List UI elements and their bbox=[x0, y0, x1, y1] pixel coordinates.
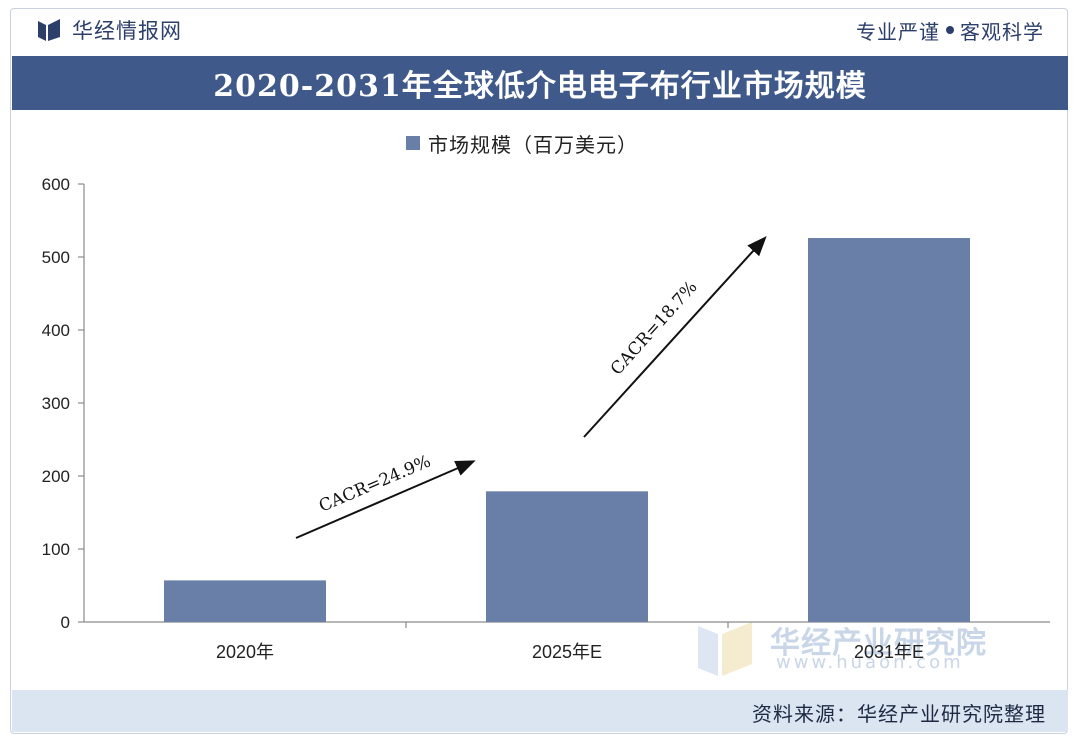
dot-separator-icon bbox=[946, 26, 954, 34]
bar bbox=[486, 491, 648, 622]
x-category-label: 2020年 bbox=[216, 642, 274, 662]
cagr-label-1: CACR=24.9% bbox=[316, 452, 434, 517]
brand-name: 华经情报网 bbox=[72, 19, 182, 43]
slogan-right: 客观科学 bbox=[960, 19, 1044, 44]
growth-arrow-1 bbox=[295, 460, 476, 539]
title-bar: 2020-2031年全球低介电电子布行业市场规模 bbox=[12, 56, 1068, 110]
watermark-logo: 华经产业研究院 www.huaon.com bbox=[690, 618, 1010, 678]
header-bar: 华经情报网 专业严谨 客观科学 bbox=[0, 0, 1080, 56]
chart-title: 2020-2031年全球低介电电子布行业市场规模 bbox=[213, 69, 867, 104]
legend-label: 市场规模（百万美元） bbox=[428, 132, 638, 157]
legend-swatch bbox=[406, 136, 420, 150]
watermark-url: www.huaon.com bbox=[776, 652, 964, 673]
growth-arrow-2 bbox=[583, 236, 767, 438]
y-ticks: 0 100 200 300 400 500 600 bbox=[42, 175, 84, 632]
y-tick-label: 0 bbox=[61, 613, 70, 632]
y-tick-label: 300 bbox=[42, 394, 70, 413]
brand: 华经情报网 bbox=[36, 16, 182, 44]
slogan-left: 专业严谨 bbox=[856, 19, 940, 44]
cagr-label-2: CACR=18.7% bbox=[607, 277, 702, 379]
slogan: 专业严谨 客观科学 bbox=[856, 16, 1044, 44]
legend: 市场规模（百万美元） bbox=[406, 128, 638, 158]
y-tick-label: 400 bbox=[42, 321, 70, 340]
x-category-label: 2031年E bbox=[854, 642, 924, 662]
bar bbox=[164, 580, 326, 622]
bars bbox=[164, 238, 970, 622]
x-categories: 2020年 2025年E 2031年E bbox=[216, 642, 924, 662]
watermark-logo-icon bbox=[698, 622, 752, 676]
y-tick-label: 500 bbox=[42, 248, 70, 267]
watermark-text: 华经产业研究院 bbox=[770, 626, 987, 661]
x-category-label: 2025年E bbox=[532, 642, 602, 662]
y-tick-label: 600 bbox=[42, 175, 70, 194]
y-tick-label: 100 bbox=[42, 540, 70, 559]
source-note: 资料来源：华经产业研究院整理 bbox=[752, 702, 1046, 726]
y-tick-label: 200 bbox=[42, 467, 70, 486]
huajing-logo-icon bbox=[38, 19, 60, 41]
footer-bar: 资料来源：华经产业研究院整理 bbox=[12, 690, 1068, 732]
bar bbox=[808, 238, 970, 622]
